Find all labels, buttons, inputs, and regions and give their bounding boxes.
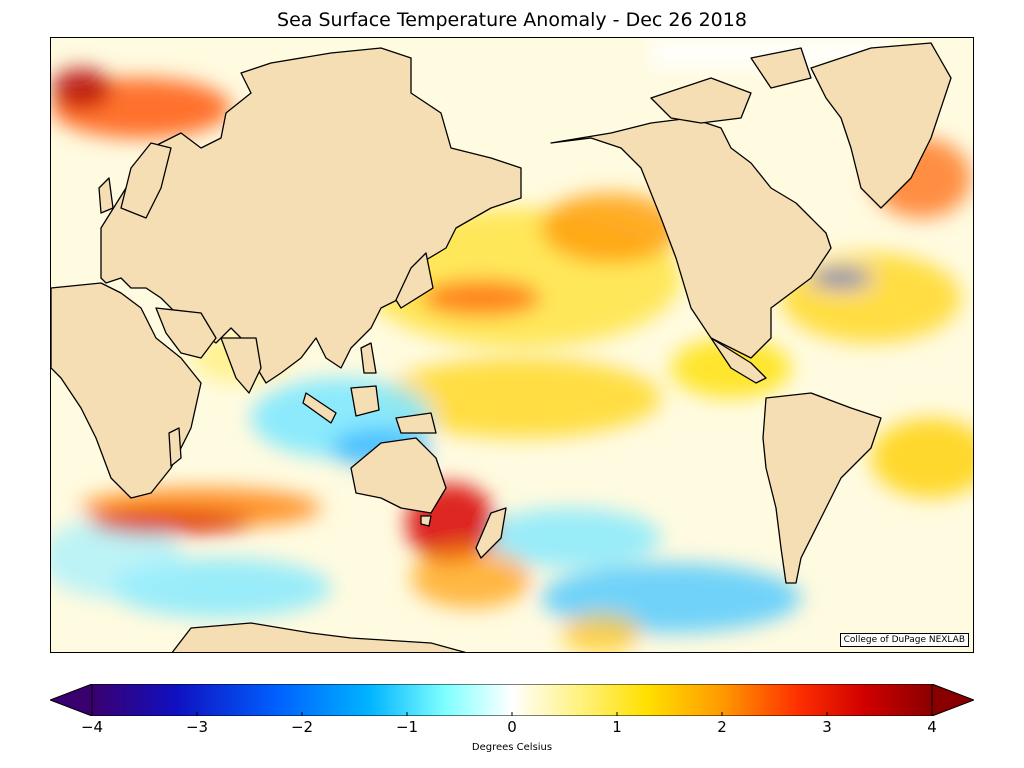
colorbar-tick-label: −3	[185, 718, 209, 736]
arctic-island-2	[750, 47, 812, 89]
australia	[350, 437, 447, 514]
colorbar-gradient	[91, 683, 933, 717]
map-canvas	[51, 38, 973, 652]
africa	[51, 282, 202, 499]
colorbar-svg	[48, 683, 976, 717]
colorbar-tick-label: −2	[290, 718, 314, 736]
canadian-arctic	[650, 77, 752, 124]
colorbar-tick-label: 4	[927, 718, 937, 736]
arabia	[155, 307, 217, 359]
british-isles	[98, 177, 114, 214]
new-zealand	[475, 507, 507, 559]
antarctica	[171, 622, 467, 652]
borneo	[350, 385, 380, 417]
map-title: Sea Surface Temperature Anomaly - Dec 26…	[277, 9, 747, 31]
landmasses	[51, 42, 952, 652]
central-america	[710, 337, 767, 384]
philippines	[360, 342, 377, 374]
scandinavia	[120, 142, 172, 219]
india	[220, 337, 262, 394]
madagascar	[168, 427, 182, 467]
colorbar-tick-label: 2	[717, 718, 727, 736]
south-america	[762, 392, 882, 584]
north-america	[550, 117, 832, 359]
anomaly-field	[51, 38, 973, 652]
colorbar-ticks	[91, 712, 933, 716]
japan	[395, 252, 434, 309]
colorbar-tick-label: 1	[612, 718, 622, 736]
colorbar-tick-label: −4	[80, 718, 104, 736]
sumatra	[302, 392, 337, 424]
colorbar-tick-label: −1	[395, 718, 419, 736]
colorbar-label: Degrees Celsius	[471, 742, 553, 753]
colorbar-tick-label: 0	[507, 718, 517, 736]
credit-box: College of DuPage NEXLAB	[839, 633, 969, 647]
colorbar	[48, 683, 976, 717]
tasmania	[420, 515, 432, 527]
colorbar-over-arrow	[931, 683, 976, 717]
colorbar-under-arrow	[48, 683, 93, 717]
sst-anomaly-map: College of DuPage NEXLAB	[50, 37, 974, 653]
colorbar-tick-label: 3	[822, 718, 832, 736]
new-guinea	[395, 412, 437, 434]
greenland	[810, 42, 952, 209]
